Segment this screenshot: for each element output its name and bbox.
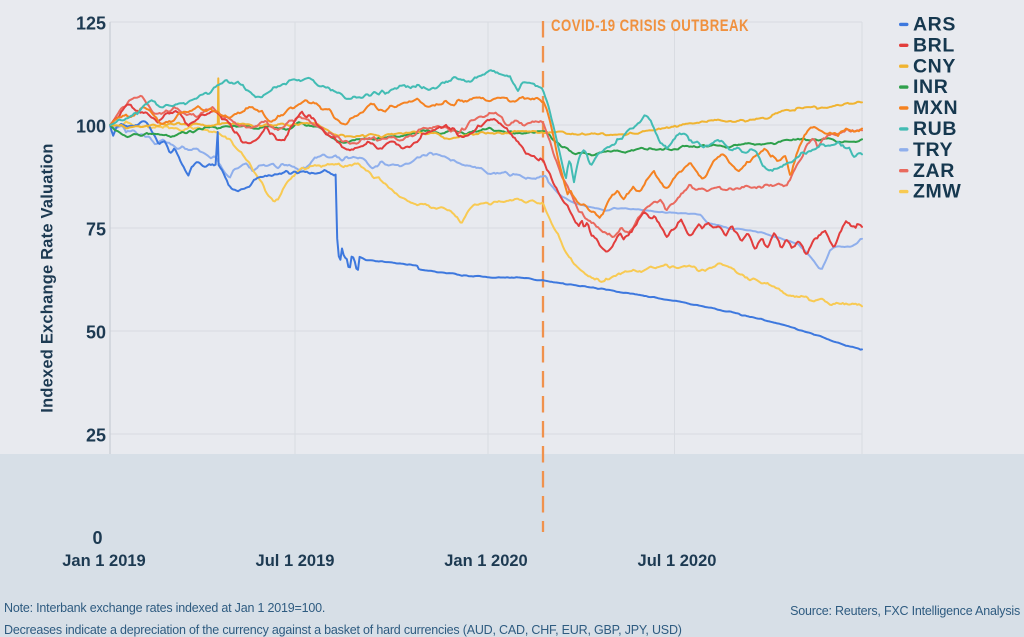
svg-text:CNY: CNY <box>913 55 956 77</box>
svg-text:100: 100 <box>76 117 106 137</box>
svg-text:RUB: RUB <box>913 118 957 140</box>
svg-text:COVID-19 CRISIS OUTBREAK: COVID-19 CRISIS OUTBREAK <box>551 17 749 35</box>
svg-text:BRL: BRL <box>913 34 955 56</box>
svg-text:INR: INR <box>913 76 948 98</box>
svg-text:ZMW: ZMW <box>913 181 961 203</box>
svg-text:Jan 1 2020: Jan 1 2020 <box>444 552 527 570</box>
svg-text:TRY: TRY <box>913 139 953 161</box>
svg-text:ZAR: ZAR <box>913 160 955 182</box>
svg-text:Indexed Exchange Rate Valuatio: Indexed Exchange Rate Valuation <box>39 143 57 412</box>
svg-text:50: 50 <box>86 323 106 343</box>
svg-text:Jul 1 2020: Jul 1 2020 <box>638 552 717 570</box>
svg-text:0: 0 <box>92 528 102 548</box>
svg-text:ARS: ARS <box>913 14 956 36</box>
svg-text:MXN: MXN <box>913 97 958 119</box>
svg-text:75: 75 <box>86 220 106 240</box>
svg-text:Jan 1 2019: Jan 1 2019 <box>62 552 145 570</box>
svg-text:125: 125 <box>76 14 106 34</box>
svg-text:25: 25 <box>86 426 106 446</box>
svg-text:Jul 1 2019: Jul 1 2019 <box>256 552 335 570</box>
